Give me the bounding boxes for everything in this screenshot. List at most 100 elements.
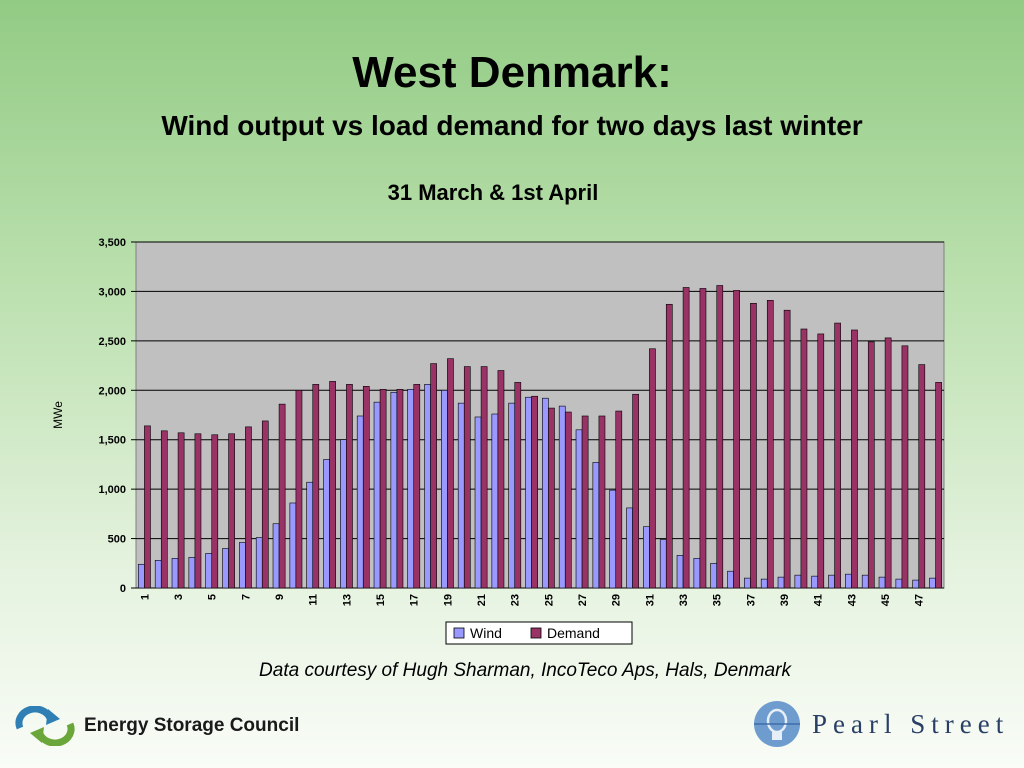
wind-bar bbox=[255, 537, 263, 589]
x-tick-label: 1 bbox=[139, 594, 151, 600]
demand-bar bbox=[766, 300, 774, 589]
x-tick-label: 37 bbox=[745, 594, 757, 606]
demand-bar bbox=[362, 386, 370, 589]
demand-bar bbox=[817, 333, 825, 589]
wind-bar bbox=[861, 574, 869, 589]
wind-bar bbox=[878, 576, 886, 589]
wind-bar bbox=[373, 401, 381, 589]
wind-bar bbox=[323, 459, 330, 589]
y-axis-label: MWe bbox=[51, 401, 65, 429]
wind-bar bbox=[727, 570, 734, 589]
demand-bar bbox=[918, 364, 926, 589]
bar-chart: 31 March & 1st April 0 500 1,000 1,500 2,000 2… bbox=[51, 180, 945, 645]
wind-bar bbox=[525, 396, 532, 589]
x-tick-label: 45 bbox=[880, 594, 892, 606]
demand-bar bbox=[413, 384, 421, 589]
x-tick-label: 27 bbox=[577, 594, 589, 606]
demand-bar bbox=[177, 432, 185, 589]
demand-bar bbox=[581, 415, 589, 589]
demand-bar bbox=[379, 388, 387, 589]
x-tick-label: 39 bbox=[779, 594, 791, 606]
wind-bar bbox=[289, 502, 297, 589]
wind-bar bbox=[912, 579, 920, 589]
wind-bar bbox=[306, 481, 314, 589]
demand-bar bbox=[564, 411, 572, 589]
x-tick-label: 23 bbox=[510, 594, 522, 606]
pearl-street-name: Pearl Street bbox=[812, 708, 1010, 739]
demand-bar bbox=[531, 395, 538, 589]
energy-storage-council-name: Energy Storage Council bbox=[84, 715, 300, 736]
demand-bar bbox=[901, 345, 909, 589]
wind-bar bbox=[239, 542, 246, 589]
wind-bar bbox=[811, 575, 819, 589]
wind-bar bbox=[845, 573, 852, 589]
x-tick-label: 33 bbox=[678, 594, 690, 606]
demand-bar bbox=[245, 426, 252, 589]
wind-bar bbox=[424, 384, 431, 589]
wind-bar bbox=[693, 558, 701, 589]
demand-bar bbox=[750, 302, 757, 589]
x-tick-label: 5 bbox=[207, 594, 219, 600]
wind-bar bbox=[710, 562, 718, 589]
y-tick-label: 500 bbox=[108, 534, 126, 546]
x-tick-label: 7 bbox=[240, 594, 252, 600]
data-credit: Data courtesy of Hugh Sharman, IncoTeco … bbox=[259, 660, 791, 681]
slide-subtitle: Wind output vs load demand for two days … bbox=[161, 110, 863, 141]
demand-bar bbox=[144, 425, 151, 589]
wind-bar bbox=[205, 553, 213, 589]
demand-bar bbox=[261, 420, 269, 589]
demand-bar bbox=[346, 384, 353, 589]
wind-bar bbox=[659, 539, 667, 589]
wind-bar bbox=[828, 574, 835, 589]
y-tick-label: 1,000 bbox=[98, 484, 126, 496]
demand-bar bbox=[716, 285, 724, 589]
legend-label-demand: Demand bbox=[547, 625, 600, 641]
x-tick-label: 21 bbox=[476, 594, 488, 606]
y-tick-label: 2,500 bbox=[98, 336, 126, 348]
y-tick-label: 0 bbox=[120, 583, 126, 595]
x-tick-label: 9 bbox=[274, 594, 286, 600]
demand-bar bbox=[211, 434, 219, 589]
wind-bar bbox=[929, 577, 936, 589]
x-tick-label: 41 bbox=[813, 594, 825, 606]
demand-bar bbox=[699, 288, 707, 589]
demand-bar bbox=[615, 410, 623, 589]
demand-bar bbox=[851, 329, 858, 589]
energy-storage-council-logo: Energy Storage Council bbox=[14, 706, 299, 746]
lightbulb-globe-icon bbox=[754, 701, 800, 747]
wind-bar bbox=[542, 397, 549, 589]
wind-bar bbox=[222, 548, 229, 589]
demand-bar bbox=[447, 358, 454, 589]
demand-bar bbox=[160, 430, 168, 589]
wind-bar bbox=[794, 574, 802, 589]
x-tick-label: 25 bbox=[543, 594, 555, 606]
demand-bar bbox=[598, 415, 606, 589]
demand-bar bbox=[295, 389, 303, 589]
wind-bar bbox=[895, 578, 903, 589]
demand-bar bbox=[514, 382, 522, 589]
x-tick-label: 15 bbox=[375, 594, 387, 606]
demand-bar bbox=[800, 328, 808, 589]
demand-bar bbox=[396, 388, 404, 589]
demand-bar bbox=[733, 290, 740, 589]
x-tick-label: 35 bbox=[712, 594, 724, 606]
demand-bar bbox=[649, 348, 656, 589]
demand-bar bbox=[884, 337, 892, 589]
slide-title: West Denmark: bbox=[352, 48, 672, 97]
wind-bar bbox=[474, 416, 482, 589]
wind-bar bbox=[407, 388, 415, 589]
wind-bar bbox=[188, 557, 196, 589]
wind-bar bbox=[760, 578, 768, 589]
chart-legend: Wind Demand bbox=[445, 621, 633, 645]
pearl-street-logo: Pearl Street bbox=[752, 698, 1009, 750]
demand-bar bbox=[548, 407, 555, 589]
wind-bar bbox=[575, 429, 583, 589]
wind-bar bbox=[457, 402, 465, 589]
wind-bar bbox=[272, 523, 280, 589]
demand-bar bbox=[228, 433, 235, 589]
wind-bar bbox=[441, 389, 448, 589]
wind-bar bbox=[138, 563, 145, 589]
wind-bar bbox=[390, 391, 398, 589]
wind-bar bbox=[558, 405, 566, 589]
demand-bar bbox=[480, 366, 488, 589]
